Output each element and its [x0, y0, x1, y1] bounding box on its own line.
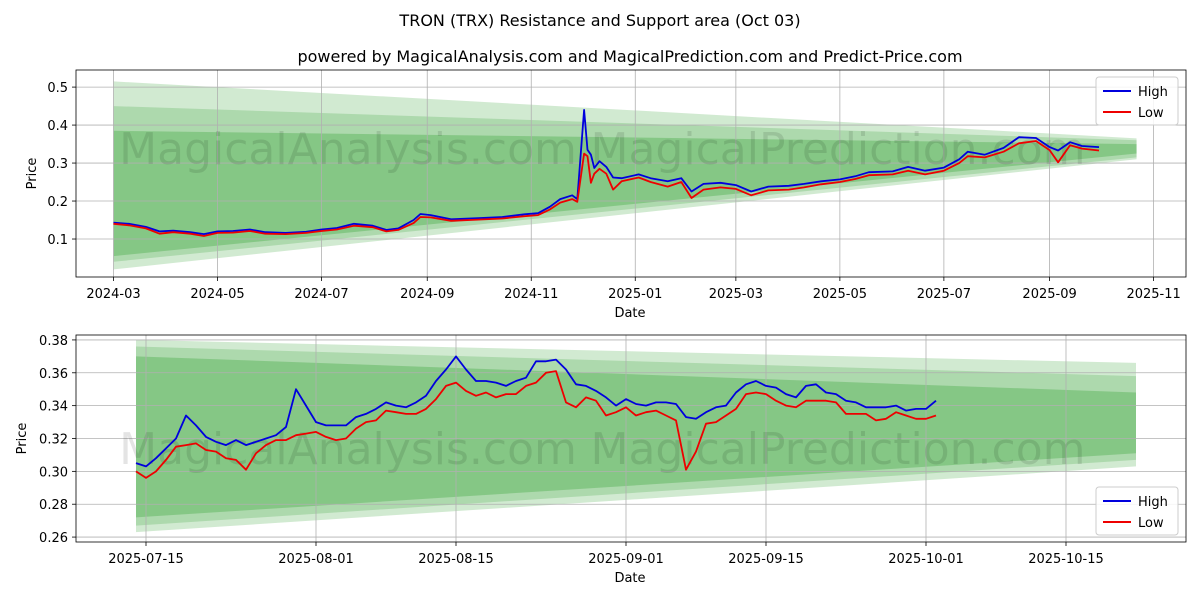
y-tick-label: 0.36	[39, 367, 68, 382]
y-tick-label: 0.26	[39, 531, 68, 546]
y-axis-label: Price	[15, 423, 30, 455]
axes-frame	[75, 334, 1187, 543]
x-tick-label: 2025-01	[608, 287, 662, 302]
series-low-line	[135, 370, 937, 479]
y-tick-label: 0.4	[47, 119, 68, 134]
bottom-panel: 2025-07-15 2025-08-01 2025-08-15 2025-09-01…	[15, 334, 1187, 586]
y-tick-label: 0.5	[47, 81, 68, 96]
band-layer-3	[136, 356, 1136, 518]
watermark-text: MagicalAnalysis.com	[119, 124, 577, 175]
legend: High Low	[1095, 76, 1179, 126]
support-resistance-bands	[136, 339, 1136, 533]
watermark-text: MagicalPrediction.com	[591, 124, 1086, 175]
x-tick-label: 2025-03	[709, 287, 763, 302]
series-lines	[113, 109, 1100, 237]
legend: High Low	[1095, 486, 1179, 536]
x-tick-label: 2025-10-01	[888, 552, 964, 567]
watermark-text: MagicalAnalysis.com	[119, 424, 577, 475]
series-lines	[135, 355, 937, 479]
x-tick-label: 2025-08-15	[418, 552, 494, 567]
legend-label-low: Low	[1138, 106, 1164, 121]
watermark-text: MagicalPrediction.com	[591, 424, 1086, 475]
y-tick-label: 0.3	[47, 157, 68, 172]
x-tick-label: 2024-03	[86, 287, 140, 302]
y-tick-label: 0.32	[39, 433, 68, 448]
legend-label-high: High	[1138, 495, 1168, 510]
x-tick-label: 2025-07-15	[108, 552, 184, 567]
x-tick-label: 2024-07	[294, 287, 348, 302]
y-tick-label: 0.1	[47, 233, 68, 248]
x-tick-label: 2024-09	[400, 287, 454, 302]
x-tick-label: 2025-09-01	[588, 552, 664, 567]
x-axis-label: Date	[614, 571, 645, 586]
x-tick-label: 2025-07	[917, 287, 971, 302]
y-tick-label: 0.2	[47, 195, 68, 210]
axes-frame	[75, 69, 1187, 278]
legend-label-high: High	[1138, 85, 1168, 100]
x-tick-label: 2025-09	[1022, 287, 1076, 302]
x-tick-label: 2025-08-01	[278, 552, 354, 567]
top-panel: 2024-03 2024-05 2024-07 2024-09 2024-11 2025-…	[25, 69, 1187, 321]
band-layer-2	[136, 346, 1136, 526]
chart-subtitle: powered by MagicalAnalysis.com and Magic…	[297, 47, 962, 66]
x-tick-label: 2024-05	[190, 287, 244, 302]
y-tick-label: 0.34	[39, 400, 68, 415]
x-axis-label: Date	[614, 306, 645, 321]
y-tick-label: 0.30	[39, 465, 68, 480]
band-layer-1	[113, 81, 1137, 270]
y-tick-label: 0.38	[39, 334, 68, 349]
legend-label-low: Low	[1138, 516, 1164, 531]
series-low-line	[113, 140, 1100, 237]
y-tick-label: 0.28	[39, 498, 68, 513]
series-high-line	[135, 355, 937, 468]
band-layer-2	[113, 106, 1137, 262]
chart-suptitle: TRON (TRX) Resistance and Support area (…	[398, 11, 800, 30]
x-tick-label: 2025-05	[813, 287, 867, 302]
x-tick-label: 2024-11	[504, 287, 558, 302]
x-tick-label: 2025-09-15	[728, 552, 804, 567]
support-resistance-bands	[113, 81, 1137, 270]
x-tick-label: 2025-10-15	[1028, 552, 1104, 567]
x-tick-label: 2025-11	[1126, 287, 1180, 302]
y-axis-label: Price	[25, 158, 40, 190]
series-high-line	[113, 109, 1100, 235]
band-layer-1	[136, 339, 1136, 533]
